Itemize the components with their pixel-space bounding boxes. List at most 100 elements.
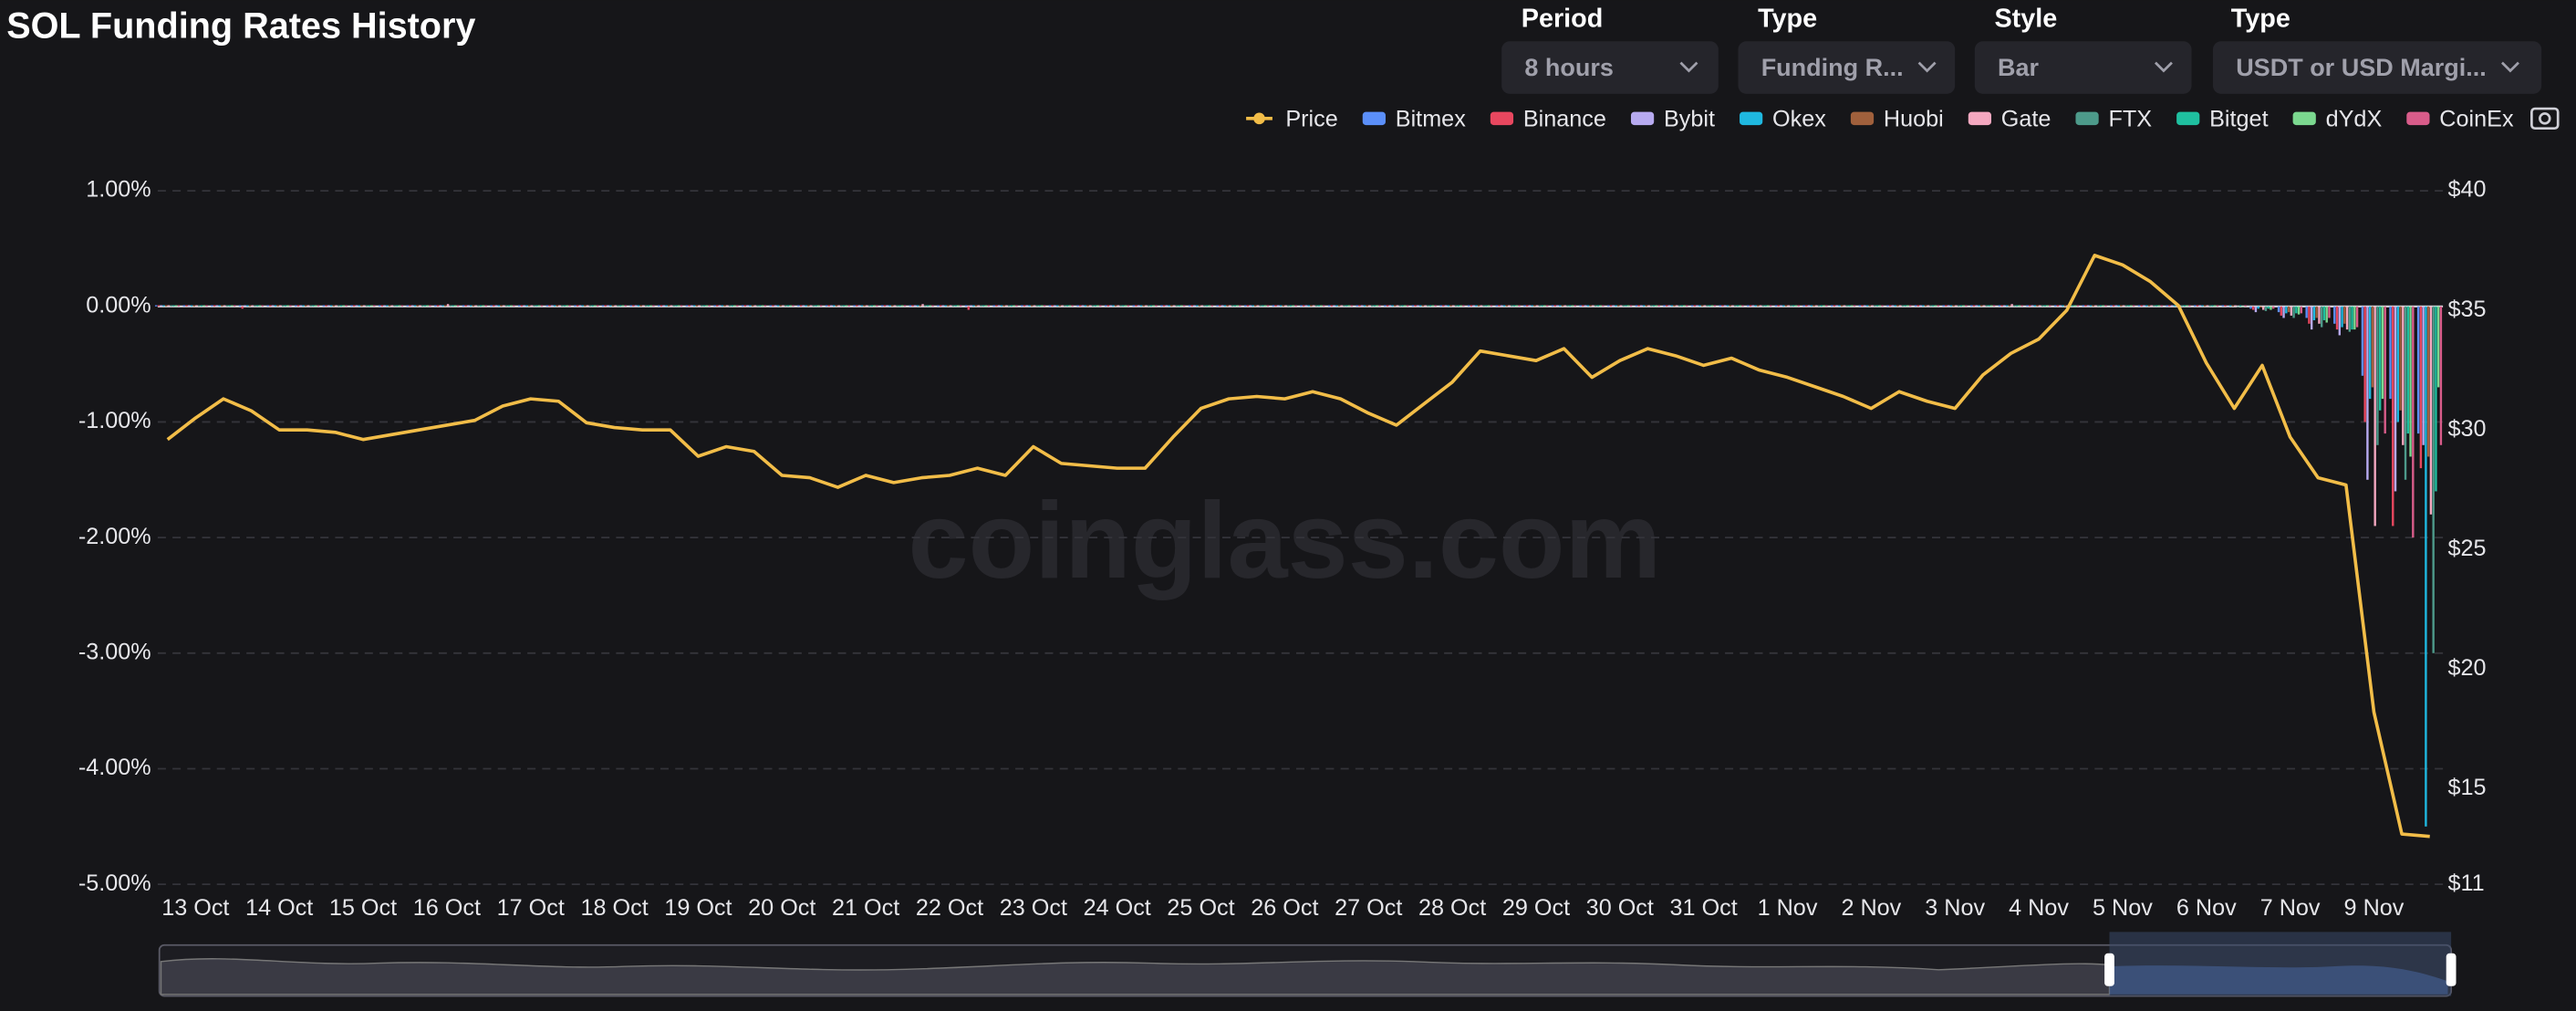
bar — [1256, 305, 1260, 307]
bar — [2033, 305, 2036, 307]
bar — [949, 305, 952, 307]
bar — [2422, 306, 2425, 445]
bar — [523, 305, 525, 307]
bar — [203, 305, 205, 307]
navigator-handle[interactable] — [2446, 953, 2457, 986]
bar — [1384, 305, 1387, 307]
bar — [1160, 305, 1163, 307]
bar — [1739, 305, 1741, 307]
y2-tick-label: $40 — [2448, 177, 2487, 203]
bar — [419, 305, 421, 307]
bar — [2249, 306, 2252, 309]
bar — [221, 305, 223, 307]
bar — [1482, 305, 1485, 307]
bar — [1475, 305, 1478, 307]
bar — [1706, 305, 1709, 307]
bar — [914, 305, 917, 307]
bar — [355, 305, 358, 307]
dropdown[interactable] — [1974, 41, 2192, 94]
bar — [649, 305, 652, 307]
bar — [845, 305, 848, 307]
bar — [2300, 306, 2303, 314]
bar — [2046, 305, 2049, 307]
bar — [1198, 305, 1201, 307]
bar — [576, 305, 579, 307]
bar — [1747, 305, 1750, 307]
bar — [454, 305, 457, 307]
bar — [1033, 305, 1036, 307]
legend-swatch — [2176, 111, 2200, 126]
bar — [1272, 305, 1275, 307]
bar — [2264, 306, 2268, 311]
bar — [1501, 305, 1503, 307]
bar — [2089, 305, 2093, 307]
bar — [1998, 305, 2001, 307]
bar — [1965, 305, 1968, 307]
camera-button[interactable] — [2530, 107, 2560, 130]
bar — [802, 305, 805, 307]
bar — [701, 305, 703, 307]
bar — [218, 305, 221, 307]
bar — [617, 305, 619, 307]
bar — [1970, 305, 1973, 307]
navigator-handle[interactable] — [2104, 953, 2114, 986]
bar — [1825, 305, 1828, 307]
bar — [380, 305, 384, 307]
bar — [1543, 305, 1546, 307]
bar — [368, 305, 370, 307]
bar — [2031, 305, 2034, 307]
bar — [386, 305, 389, 307]
bar — [837, 305, 840, 307]
bar — [228, 305, 231, 307]
bar — [2297, 306, 2301, 315]
bar — [561, 305, 564, 307]
bar — [1282, 305, 1285, 307]
bar — [1345, 305, 1348, 307]
bar — [195, 305, 198, 307]
dropdown[interactable] — [2212, 41, 2542, 94]
bar — [1172, 305, 1176, 307]
bar — [1219, 305, 1221, 307]
bar — [833, 305, 836, 307]
bar — [1990, 305, 1993, 307]
legend-label: Binance — [1523, 106, 1606, 131]
bar — [1652, 305, 1656, 307]
bar — [469, 305, 473, 307]
bar — [1922, 305, 1925, 307]
bar — [1663, 305, 1666, 307]
bar — [423, 305, 427, 307]
chevron — [2500, 61, 2519, 73]
bar — [200, 305, 203, 307]
dropdown[interactable] — [1501, 41, 1719, 94]
dropdown[interactable] — [1738, 41, 1956, 94]
bar — [162, 305, 165, 307]
bar — [1525, 305, 1529, 307]
bar — [982, 305, 985, 307]
bar — [1452, 305, 1455, 307]
bar — [322, 305, 326, 307]
bar — [624, 305, 627, 307]
bar — [1865, 305, 1869, 307]
bar — [863, 305, 866, 307]
legend-label: Bybit — [1664, 106, 1715, 131]
bar — [553, 305, 556, 307]
bar — [2041, 305, 2044, 307]
bar — [639, 305, 642, 307]
bar — [1048, 305, 1052, 307]
bar — [1333, 305, 1335, 307]
bar — [1896, 305, 1899, 307]
bar — [1216, 305, 1219, 307]
bar — [792, 305, 795, 307]
bar — [876, 305, 878, 307]
bar — [2238, 305, 2242, 307]
bar — [591, 305, 594, 307]
x-tick-label: 24 Oct — [1084, 895, 1151, 921]
bar — [1709, 305, 1711, 307]
bar — [644, 305, 648, 307]
bar — [2043, 305, 2046, 307]
bar — [809, 305, 813, 307]
bar — [1683, 305, 1686, 307]
bar — [1244, 305, 1247, 307]
bar — [2193, 305, 2197, 307]
bar — [477, 305, 480, 307]
